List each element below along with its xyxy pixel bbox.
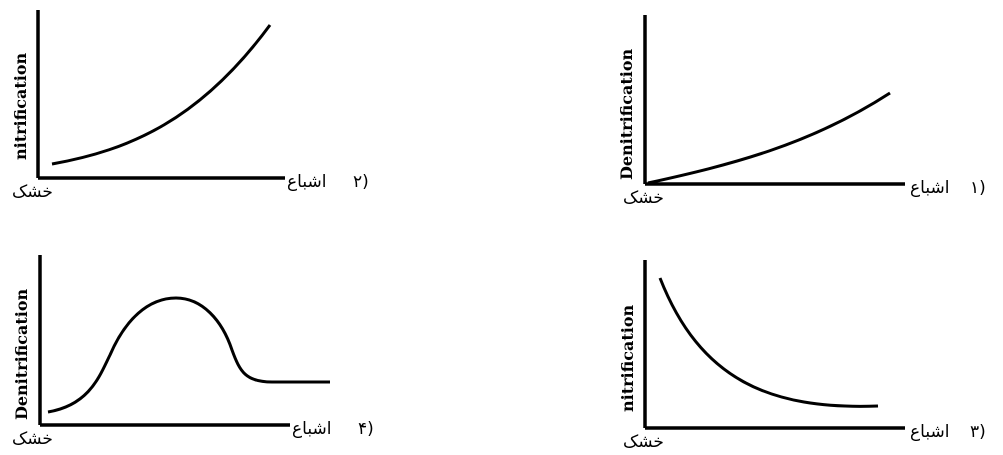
panel-1-ylabel: Denitrification [617,48,636,180]
panel-2-x-high-label: اشباع [287,172,326,192]
panel-1-x-high-label: اشباع [910,178,949,198]
panel-1-curve [647,91,891,185]
panel-4-number: ۴) [358,419,374,439]
panel-3: nitrification خشک اشباع ۳) [618,260,986,452]
panel-4-ylabel: Denitrification [12,288,31,420]
panel-3-ylabel: nitrification [618,305,637,412]
panel-4-x-high-label: اشباع [292,419,331,439]
panel-2: nitrification خشک اشباع ۲) [11,10,369,202]
panel-2-number: ۲) [353,172,369,192]
panel-1-x-low-label: خشک [623,188,664,208]
panel-2-x-low-label: خشک [12,182,53,202]
panel-3-number: ۳) [970,422,986,442]
panel-3-x-high-label: اشباع [910,422,949,442]
panel-4: Denitrification خشک اشباع ۴) [12,255,374,449]
panel-1: Denitrification خشک اشباع ۱) [617,15,986,208]
panel-3-x-low-label: خشک [623,432,664,452]
panel-3-curve [658,277,879,408]
panel-4-x-low-label: خشک [12,429,53,449]
panel-4-curve [47,296,330,414]
panel-2-curve [51,24,272,166]
panel-1-number: ۱) [970,178,986,198]
panel-2-ylabel: nitrification [11,53,30,160]
